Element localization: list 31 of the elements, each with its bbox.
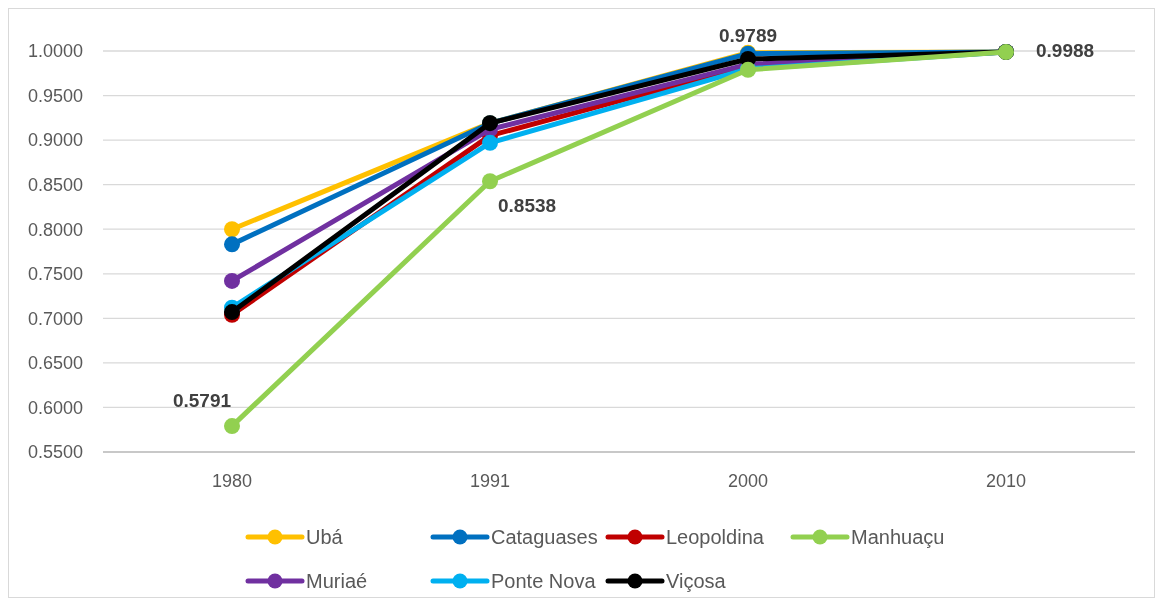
legend-label: Manhuaçu <box>851 526 945 548</box>
point <box>224 272 240 289</box>
y-tick-label: 0.7000 <box>27 308 83 329</box>
point <box>224 418 240 435</box>
point <box>482 173 498 190</box>
legend-label: Viçosa <box>666 570 727 592</box>
x-tick-label: 1991 <box>469 471 511 491</box>
y-tick-label: 0.8000 <box>27 219 83 240</box>
data-label: 0.9789 <box>718 25 778 47</box>
y-tick-label: 0.7500 <box>27 264 83 285</box>
legend-label: Leopoldina <box>666 526 765 548</box>
legend-label: Ponte Nova <box>491 570 597 592</box>
legend-label: Cataguases <box>491 526 598 548</box>
x-tick-label: 1980 <box>211 471 253 491</box>
data-label: 0.9988 <box>1036 39 1095 61</box>
legend-label: Muriaé <box>306 570 368 592</box>
legend-label: Ubá <box>306 526 344 548</box>
y-tick-label: 0.6000 <box>27 397 83 418</box>
point <box>224 221 240 238</box>
point <box>482 134 498 151</box>
y-tick-label: 0.9000 <box>27 130 83 151</box>
y-tick-label: 0.8500 <box>27 174 83 195</box>
x-tick-label: 2010 <box>985 471 1027 491</box>
y-tick-label: 1.0000 <box>27 41 83 62</box>
y-tick-label: 0.6500 <box>27 353 83 374</box>
data-label: 0.8538 <box>498 194 557 216</box>
y-tick-label: 0.5500 <box>27 442 83 463</box>
x-tick-label: 2000 <box>727 471 769 491</box>
data-label: 0.5791 <box>172 389 232 411</box>
y-tick-label: 0.9500 <box>27 85 83 106</box>
point <box>224 236 240 253</box>
